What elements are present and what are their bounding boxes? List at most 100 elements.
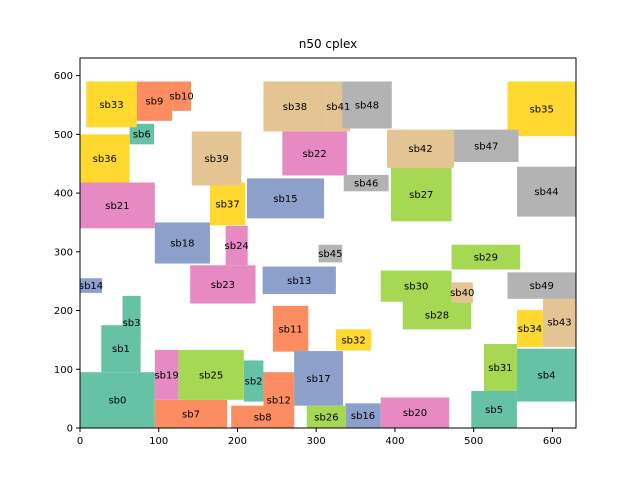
block-sb3 xyxy=(122,295,141,349)
block-label-sb11: sb11 xyxy=(278,324,302,335)
block-sb21 xyxy=(80,182,155,229)
block-label-sb29: sb29 xyxy=(474,253,498,264)
block-label-sb1: sb1 xyxy=(112,344,130,355)
block-sb45 xyxy=(318,244,343,263)
block-sb2 xyxy=(243,360,264,402)
block-label-sb12: sb12 xyxy=(267,396,291,407)
block-sb25 xyxy=(178,349,244,400)
block-sb16 xyxy=(345,403,381,428)
block-label-sb16: sb16 xyxy=(351,411,375,422)
labels-layer: sb0 sb1 sb2 sb3 sb4 sb5 sb6 sb7 sb8 sb9 sb10 sb11 sb… xyxy=(79,92,572,424)
block-label-sb0: sb0 xyxy=(108,396,126,407)
block-label-sb22: sb22 xyxy=(302,149,326,160)
block-sb36 xyxy=(80,134,130,183)
block-sb20 xyxy=(380,397,450,428)
block-sb23 xyxy=(190,265,256,304)
block-sb38 xyxy=(263,81,327,132)
block-sb35 xyxy=(507,81,576,137)
block-sb0 xyxy=(80,372,155,428)
chart-title: n50 cplex xyxy=(299,37,358,51)
block-sb37 xyxy=(209,182,246,226)
block-label-sb2: sb2 xyxy=(245,377,263,388)
block-label-sb25: sb25 xyxy=(199,370,223,381)
blocks-layer xyxy=(80,81,576,428)
x-tick-label: 600 xyxy=(543,436,562,447)
block-sb44 xyxy=(516,166,576,217)
block-label-sb24: sb24 xyxy=(225,241,249,252)
block-sb4 xyxy=(516,348,576,402)
block-sb6 xyxy=(129,123,155,145)
block-sb12 xyxy=(263,372,295,428)
block-sb43 xyxy=(542,297,576,347)
block-label-sb19: sb19 xyxy=(154,370,178,381)
block-sb27 xyxy=(390,167,452,222)
block-label-sb40: sb40 xyxy=(450,288,474,299)
block-label-sb26: sb26 xyxy=(314,412,338,423)
block-sb13 xyxy=(262,266,336,295)
block-sb19 xyxy=(154,349,179,400)
block-sb11 xyxy=(272,305,309,352)
block-sb49 xyxy=(507,272,576,299)
block-label-sb41: sb41 xyxy=(326,102,350,113)
block-label-sb33: sb33 xyxy=(99,100,123,111)
block-label-sb3: sb3 xyxy=(123,318,141,329)
block-sb40 xyxy=(451,282,473,303)
y-tick-label: 200 xyxy=(54,306,73,317)
block-label-sb7: sb7 xyxy=(182,409,200,420)
x-axis: 0 100 200 300 400 500 600 xyxy=(77,428,562,447)
block-label-sb10: sb10 xyxy=(169,92,193,103)
block-sb7 xyxy=(154,399,228,428)
block-label-sb4: sb4 xyxy=(538,371,556,382)
block-label-sb36: sb36 xyxy=(93,154,117,165)
block-label-sb45: sb45 xyxy=(318,249,342,260)
block-label-sb47: sb47 xyxy=(474,141,498,152)
block-label-sb44: sb44 xyxy=(534,187,558,198)
y-tick-label: 400 xyxy=(54,189,73,200)
block-sb15 xyxy=(246,178,325,219)
block-sb14 xyxy=(80,278,103,293)
plot-area-frame xyxy=(79,57,577,429)
block-sb22 xyxy=(282,131,347,176)
y-tick-label: 0 xyxy=(67,424,73,435)
block-label-sb38: sb38 xyxy=(283,102,307,113)
block-sb39 xyxy=(191,131,242,186)
block-sb26 xyxy=(306,405,347,428)
block-sb33 xyxy=(86,81,137,128)
block-sb34 xyxy=(516,309,543,347)
block-label-sb34: sb34 xyxy=(518,324,542,335)
block-label-sb35: sb35 xyxy=(530,104,554,115)
block-sb24 xyxy=(225,225,248,266)
block-label-sb46: sb46 xyxy=(354,179,378,190)
block-label-sb49: sb49 xyxy=(530,281,554,292)
block-sb10 xyxy=(172,81,192,111)
block-label-sb13: sb13 xyxy=(287,276,311,287)
block-label-sb31: sb31 xyxy=(488,363,512,374)
x-tick-label: 300 xyxy=(307,436,326,447)
x-tick-label: 200 xyxy=(228,436,247,447)
y-tick-label: 500 xyxy=(54,130,73,141)
block-label-sb30: sb30 xyxy=(404,282,428,293)
block-label-sb48: sb48 xyxy=(355,100,379,111)
block-label-sb18: sb18 xyxy=(170,239,194,250)
y-tick-label: 600 xyxy=(54,71,73,82)
block-sb28 xyxy=(402,301,472,330)
block-sb17 xyxy=(294,351,343,406)
block-label-sb17: sb17 xyxy=(306,374,330,385)
block-sb48 xyxy=(342,81,392,129)
block-sb9 xyxy=(136,81,173,121)
block-label-sb15: sb15 xyxy=(273,194,297,205)
block-sb29 xyxy=(451,244,521,270)
block-label-sb32: sb32 xyxy=(341,335,365,346)
block-label-sb27: sb27 xyxy=(409,190,433,201)
block-label-sb6: sb6 xyxy=(133,130,151,141)
block-sb46 xyxy=(343,174,389,192)
block-label-sb14: sb14 xyxy=(79,281,103,292)
block-label-sb20: sb20 xyxy=(403,408,427,419)
block-label-sb21: sb21 xyxy=(105,201,129,212)
block-sb42 xyxy=(387,129,454,168)
block-label-sb8: sb8 xyxy=(254,412,272,423)
y-axis: 0 100 200 300 400 500 600 xyxy=(54,71,80,435)
block-label-sb42: sb42 xyxy=(408,144,432,155)
block-sb30 xyxy=(380,270,452,302)
y-tick-label: 300 xyxy=(54,247,73,258)
